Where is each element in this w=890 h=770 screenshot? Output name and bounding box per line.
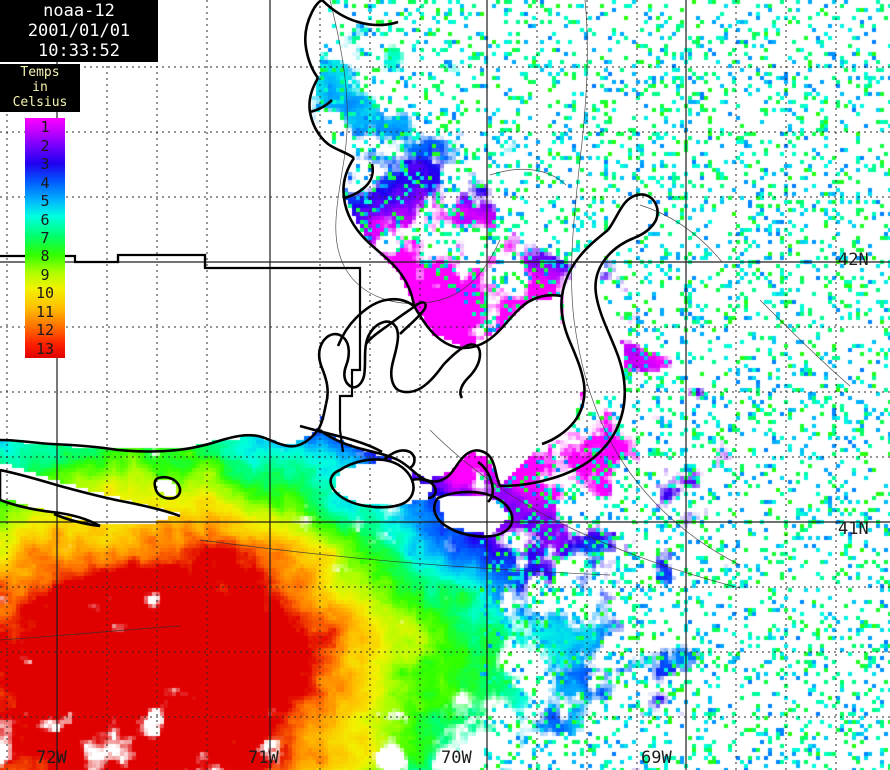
colorbar-tick-11: 11 <box>35 303 55 321</box>
coastline <box>0 0 659 488</box>
legend-line-3: Celsius <box>12 95 68 110</box>
acquisition-title-box: noaa-12 2001/01/01 10:33:52 <box>0 0 158 62</box>
islands <box>0 424 514 538</box>
bathymetry-contours <box>0 0 851 641</box>
lon-label-72W: 72W <box>36 748 67 768</box>
lon-label-71W: 71W <box>248 748 279 768</box>
colorbar-tick-9: 9 <box>40 266 50 284</box>
colorbar-tick-4: 4 <box>40 174 50 192</box>
colorbar-tick-5: 5 <box>40 192 50 210</box>
colorbar-tick-1: 1 <box>40 118 50 136</box>
legend-line-2: in <box>32 80 48 95</box>
lon-label-69W: 69W <box>641 748 672 768</box>
satellite-name: noaa-12 <box>43 1 115 21</box>
acquisition-time: 10:33:52 <box>38 41 120 61</box>
colorbar-tick-8: 8 <box>40 247 50 265</box>
state-borders <box>0 253 362 453</box>
colorbar-tick-7: 7 <box>40 229 50 247</box>
legend-caption-box: Temps in Celsius <box>0 64 80 112</box>
colorbar-tick-13: 13 <box>35 340 55 358</box>
colorbar-tick-3: 3 <box>40 155 50 173</box>
colorbar-tick-12: 12 <box>35 321 55 339</box>
colorbar-tick-6: 6 <box>40 211 50 229</box>
colorbar-tick-10: 10 <box>35 284 55 302</box>
acquisition-date: 2001/01/01 <box>27 21 131 41</box>
lat-label-41N: 41N <box>838 519 869 539</box>
colorbar-tick-2: 2 <box>40 137 50 155</box>
temperature-colorbar: 1 2 3 4 5 6 7 8 9 10 11 12 13 <box>25 118 65 358</box>
legend-line-1: Temps <box>20 65 60 80</box>
colorbar-gradient <box>25 118 65 358</box>
lat-label-42N: 42N <box>838 250 869 270</box>
lon-label-70W: 70W <box>441 748 472 768</box>
colorbar-tick-labels: 1 2 3 4 5 6 7 8 9 10 11 12 13 <box>25 118 65 358</box>
